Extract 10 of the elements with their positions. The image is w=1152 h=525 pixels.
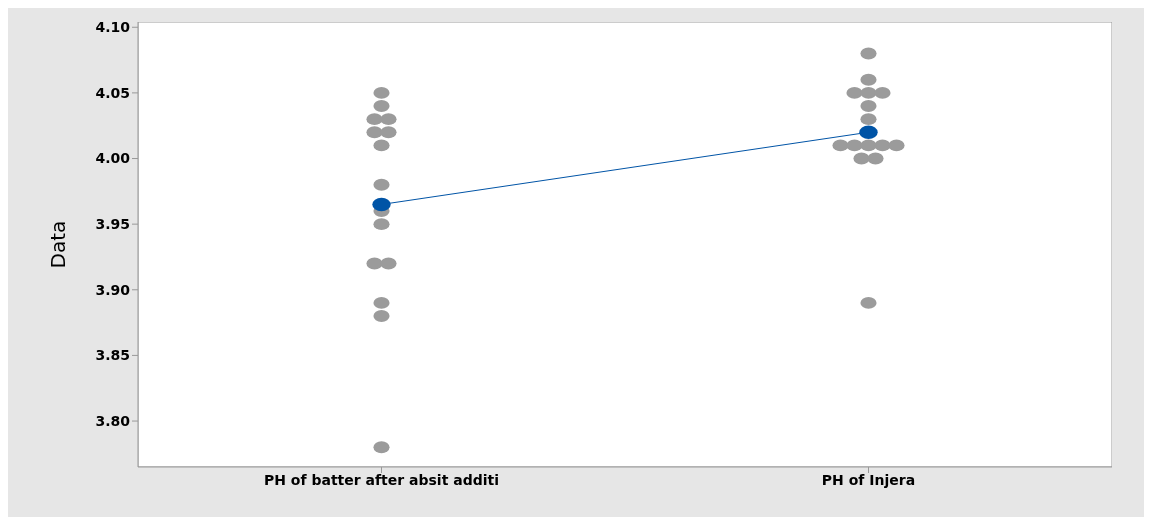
x-tick-label: PH of batter after absit additi — [263, 471, 500, 488]
y-tick-label: 3.95 — [95, 216, 130, 233]
y-tick-label: 3.80 — [95, 413, 131, 430]
y-tick-label: 3.90 — [95, 281, 131, 298]
y-tick-label: 3.85 — [95, 347, 130, 364]
y-tick-label: 4.10 — [95, 19, 131, 36]
y-tick-label: 4.05 — [95, 84, 130, 101]
x-tick-label: PH of Injera — [821, 471, 916, 488]
y-tick-label: 4.00 — [95, 150, 131, 167]
y-axis-title: Data — [46, 220, 71, 269]
